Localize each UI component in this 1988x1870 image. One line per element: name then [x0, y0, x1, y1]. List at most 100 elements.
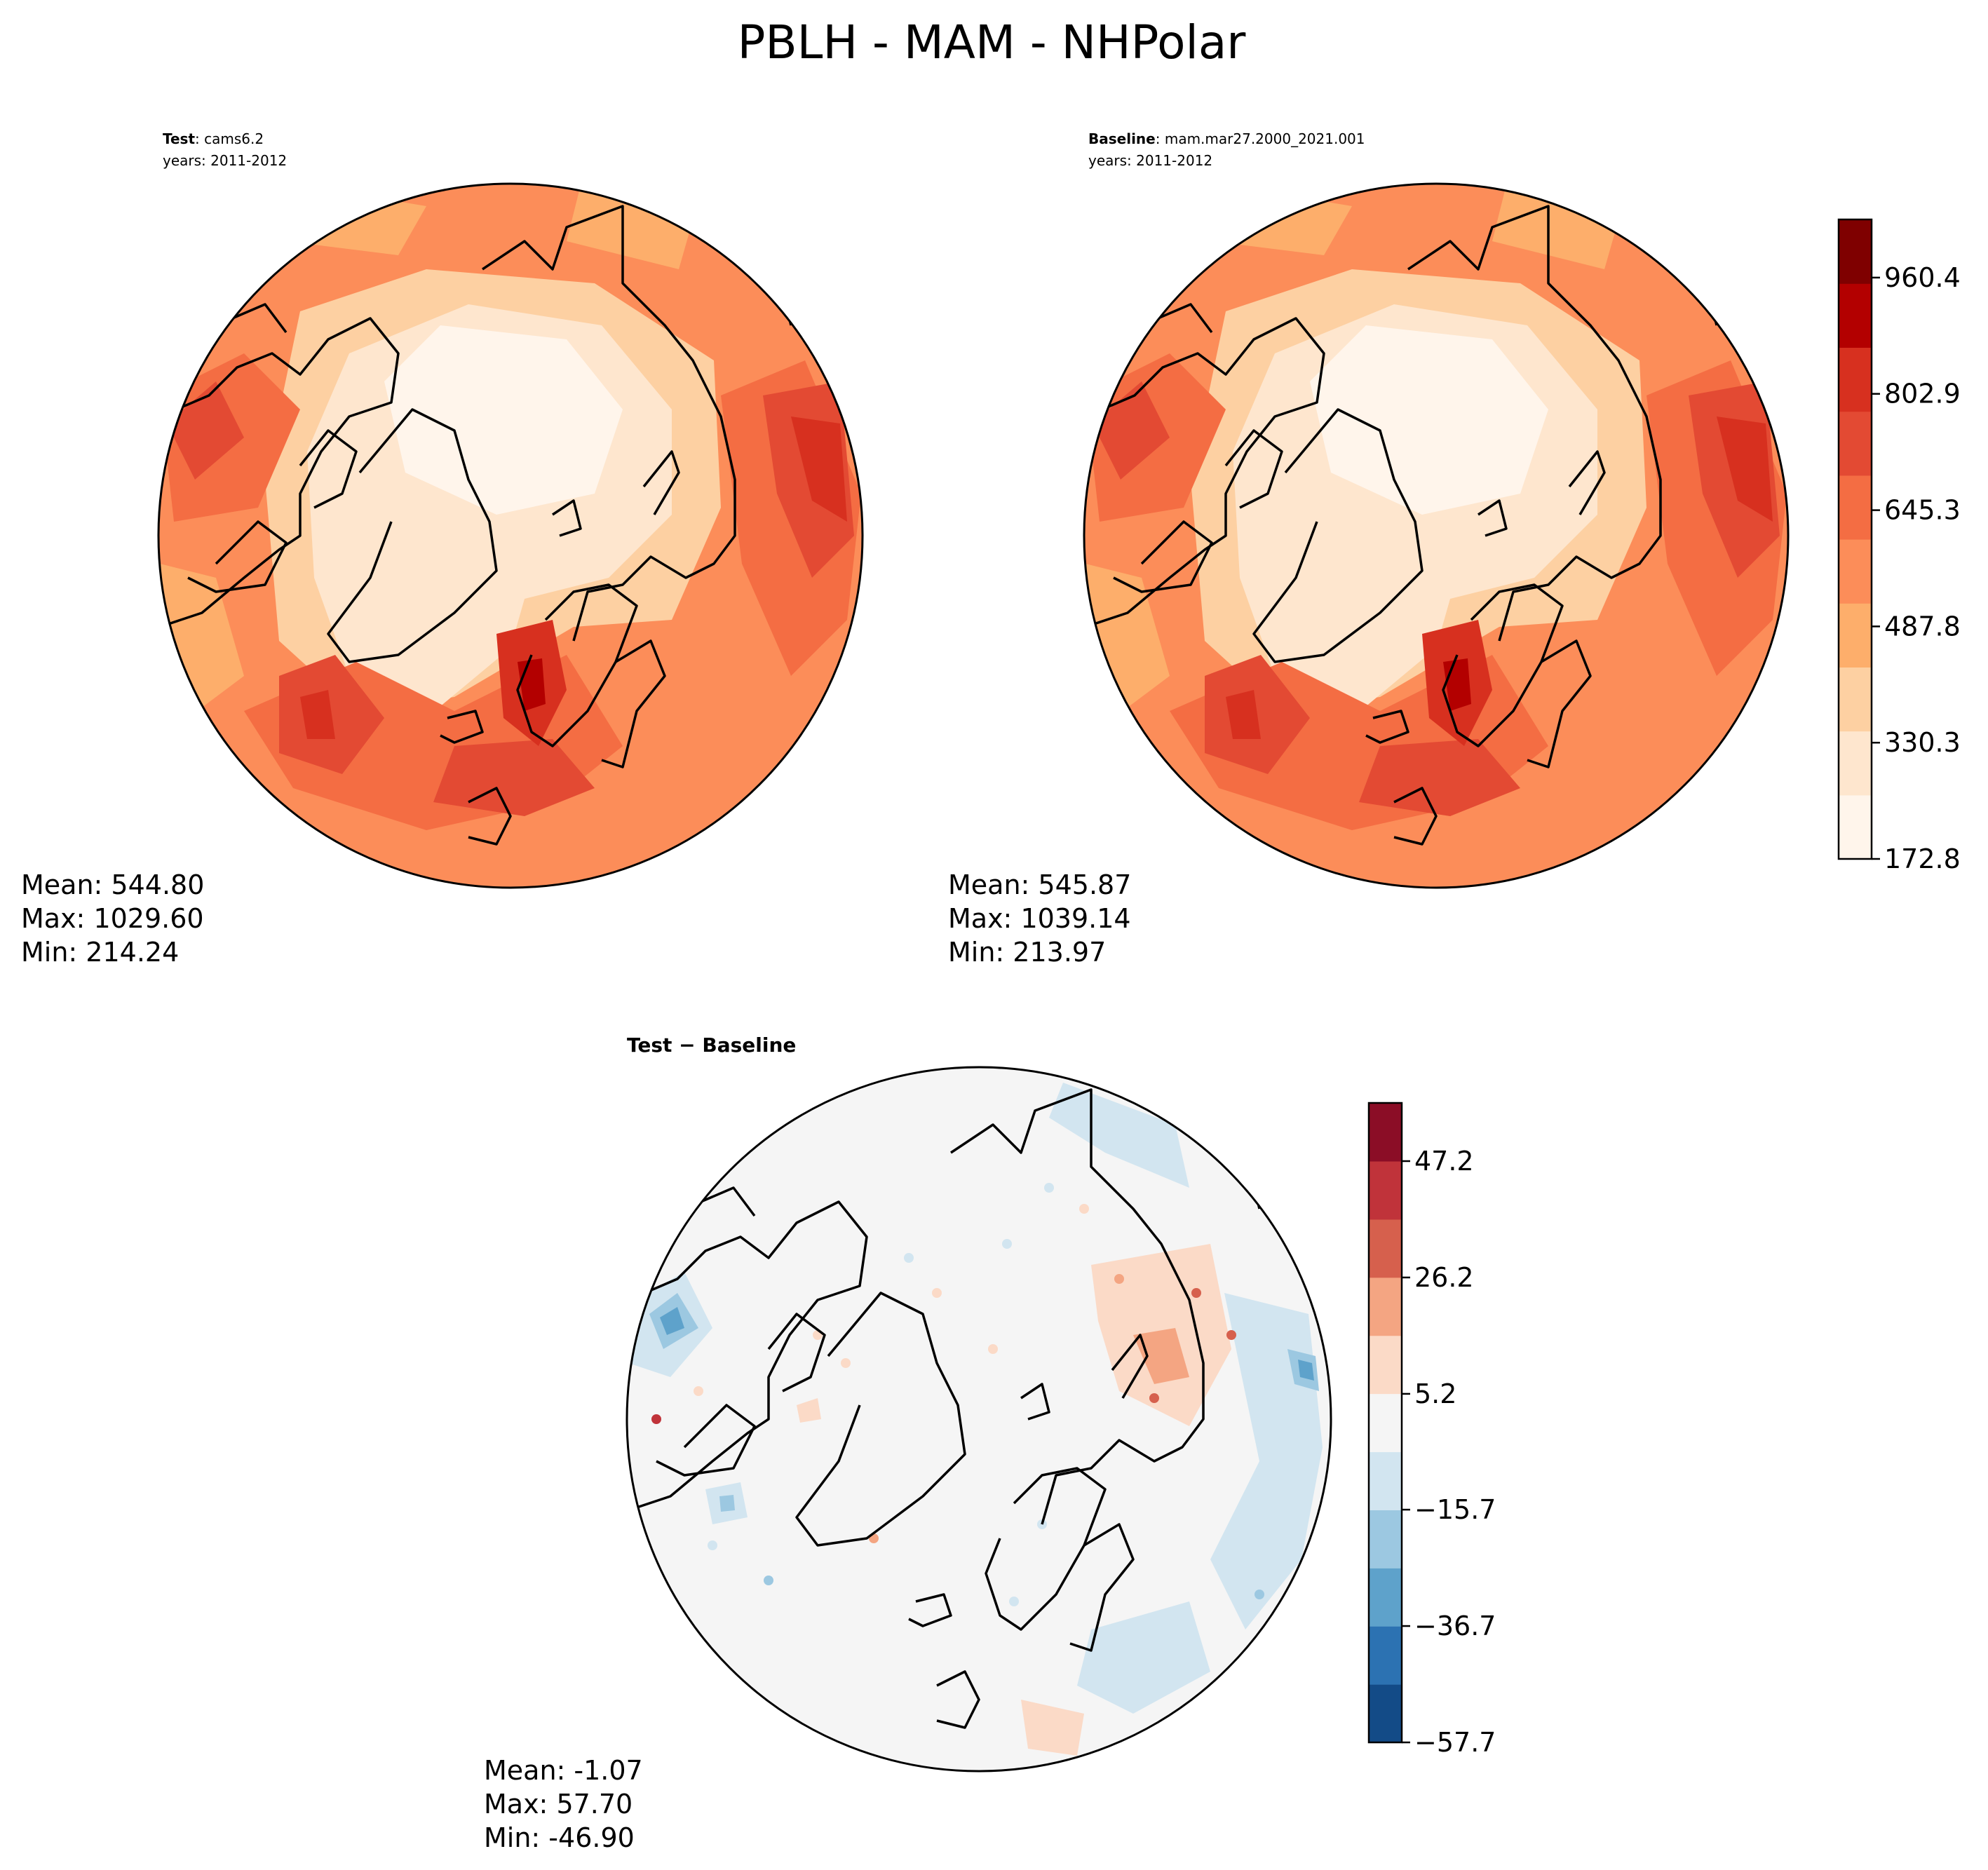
- diff-contour-field: [627, 1067, 1331, 1771]
- diff-map-boundary: [626, 1066, 1332, 1773]
- contour-speck: [1226, 1330, 1236, 1340]
- baseline-stat-mean: Mean: 545.87: [948, 869, 1131, 900]
- colorbar-difference-swatch: [1369, 1160, 1402, 1220]
- panel-baseline-label: Baseline: mam.mar27.2000_2021.001: [1088, 130, 1365, 147]
- coastline: [552, 499, 582, 537]
- colorbar-pblh-swatch: [1839, 603, 1872, 668]
- diff-stat-max: Max: 57.70: [484, 1789, 633, 1820]
- coastline: [1407, 205, 1662, 642]
- colorbar-pblh-frame: [1837, 218, 1873, 860]
- baseline-map-boundary: [1083, 182, 1790, 889]
- diff-map-field: [627, 1067, 1331, 1771]
- contour-speck: [1255, 1590, 1264, 1599]
- panel-diff: Test − Baseline Mean: -1.07 Max: 57.70 M…: [484, 1034, 1332, 1853]
- coastline: [159, 317, 400, 628]
- coastline: [327, 408, 498, 663]
- colorbar-difference-tick-label: 47.2: [1414, 1146, 1474, 1177]
- coastline: [1069, 1523, 1135, 1652]
- coastline: [468, 787, 512, 846]
- contour-band: [167, 381, 244, 480]
- coastline: [1111, 1334, 1149, 1399]
- colorbar-pblh-swatch: [1839, 347, 1872, 412]
- test-map-boundary: [157, 182, 864, 889]
- coastline: [1020, 1383, 1050, 1421]
- colorbar-difference-swatch: [1369, 1277, 1402, 1336]
- colorbar-pblh-swatch: [1839, 794, 1872, 860]
- colorbar-pblh-swatch: [1839, 411, 1872, 476]
- contour-band: [660, 1307, 684, 1335]
- coastline: [1442, 583, 1564, 747]
- colorbar-difference-tick-label: −15.7: [1414, 1494, 1496, 1525]
- contour-band: [1077, 1601, 1210, 1714]
- coastline: [1224, 429, 1283, 509]
- colorbar-pblh-swatch: [1839, 283, 1872, 348]
- coastline: [642, 450, 680, 515]
- colorbar-pblh-swatch: [1839, 731, 1872, 796]
- colorbar-pblh-tick-label: 645.3: [1884, 495, 1961, 526]
- test-stat-mean: Mean: 544.80: [21, 869, 204, 900]
- contour-band: [719, 1495, 735, 1512]
- contour-speck: [1079, 1204, 1089, 1214]
- diff-stat-min: Min: -46.90: [484, 1822, 635, 1853]
- colorbar-difference-swatch: [1369, 1103, 1402, 1162]
- colorbar-pblh-tick-label: 330.3: [1884, 727, 1961, 758]
- panel-test: Test: cams6.2 years: 2011-2012 Mean: 544…: [21, 130, 864, 968]
- contour-speck: [694, 1386, 703, 1396]
- colorbar-pblh-swatch: [1839, 667, 1872, 732]
- coastline: [299, 429, 358, 509]
- contour-band: [1298, 1360, 1314, 1381]
- contour-speck: [1191, 1288, 1201, 1298]
- coastline: [1478, 499, 1508, 537]
- contour-speck: [1149, 1393, 1159, 1403]
- contour-band: [1296, 550, 1464, 718]
- coastline: [950, 1088, 1205, 1525]
- colorbar-pblh-tick-label: 802.9: [1884, 379, 1961, 409]
- panel-baseline-years: years: 2011-2012: [1088, 152, 1212, 169]
- coastline: [985, 1467, 1107, 1631]
- colorbar-difference-swatch: [1369, 1451, 1402, 1510]
- contour-band: [1226, 690, 1261, 739]
- colorbar-difference-swatch: [1369, 1568, 1402, 1627]
- colorbar-pblh-swatch: [1839, 539, 1872, 604]
- contour-speck: [1002, 1239, 1012, 1249]
- coastline: [1365, 710, 1409, 744]
- contour-speck: [764, 1576, 773, 1585]
- contour-speck: [1009, 1597, 1019, 1606]
- contour-band: [1021, 1700, 1084, 1756]
- contour-band: [384, 325, 623, 515]
- test-contour-field: [158, 184, 863, 888]
- contour-band: [1310, 325, 1548, 515]
- coastline: [1252, 408, 1424, 663]
- contour-speck: [932, 1288, 942, 1298]
- contour-band: [300, 690, 335, 739]
- contour-band: [1133, 1328, 1189, 1384]
- coastline: [656, 1404, 756, 1477]
- panel-test-years: years: 2011-2012: [163, 152, 287, 169]
- contour-band: [1359, 739, 1520, 816]
- coastline: [1085, 317, 1325, 628]
- coastline: [1527, 639, 1592, 768]
- test-stat-max: Max: 1029.60: [21, 903, 204, 934]
- colorbar-difference-swatch: [1369, 1510, 1402, 1569]
- contour-band: [567, 185, 693, 269]
- coastline: [440, 710, 484, 744]
- test-map-field: [158, 184, 863, 888]
- coastline: [767, 1313, 826, 1393]
- contour-band: [1492, 185, 1618, 269]
- contour-speck: [1044, 1183, 1054, 1193]
- colorbar-difference-tick-label: 5.2: [1414, 1378, 1456, 1409]
- diff-stat-mean: Mean: -1.07: [484, 1755, 643, 1786]
- colorbar-difference: −57.7 −36.7 −15.7 5.2 26.2 47.2: [1367, 1102, 1496, 1758]
- contour-band: [797, 1398, 821, 1423]
- coastline: [795, 1292, 966, 1547]
- contour-band: [1049, 1083, 1189, 1188]
- test-stat-min: Min: 214.24: [21, 937, 179, 968]
- contour-speck: [988, 1344, 998, 1354]
- colorbar-difference-swatch: [1369, 1626, 1402, 1685]
- coastline: [628, 1200, 868, 1512]
- baseline-stat-min: Min: 213.97: [948, 937, 1106, 968]
- baseline-map-field: [1084, 184, 1788, 888]
- coastline: [187, 520, 288, 593]
- panel-diff-label: Test − Baseline: [627, 1034, 796, 1057]
